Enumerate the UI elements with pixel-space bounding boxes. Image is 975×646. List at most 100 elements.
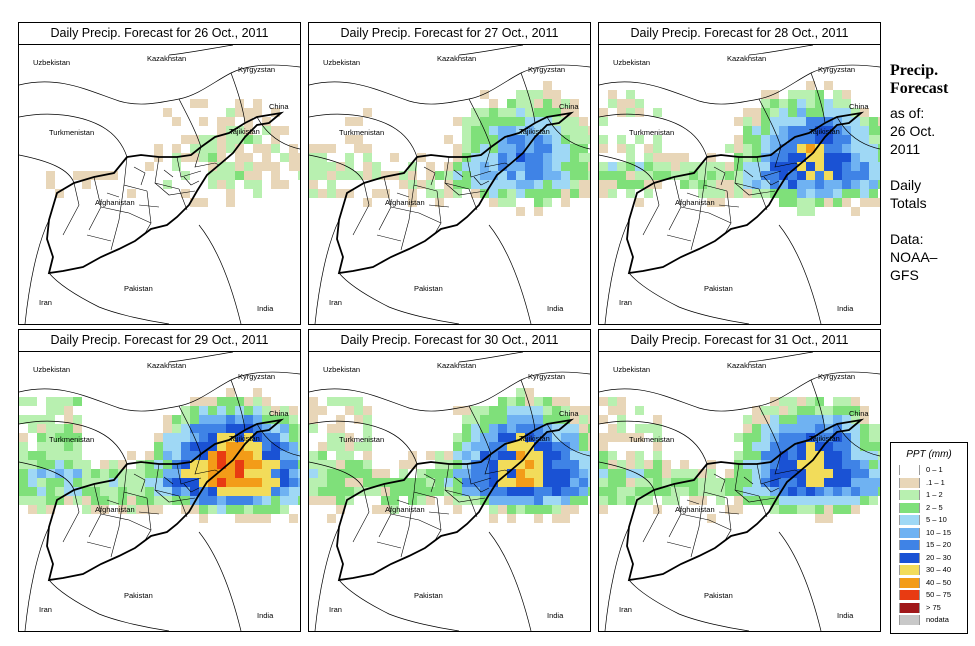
precip-cell [471, 135, 480, 144]
country-border [168, 45, 234, 56]
precip-cell [327, 442, 336, 451]
precip-cell [743, 478, 752, 487]
precip-cell [743, 108, 752, 117]
province-boundary [423, 473, 436, 493]
precip-cell [226, 117, 235, 126]
precip-cell [181, 469, 190, 478]
forecast-map: KazakhstanUzbekistanKyrgyzstanChinaTurkm… [19, 352, 300, 631]
precip-cell [435, 451, 444, 460]
place-label-afghanistan: Afghanistan [95, 505, 135, 514]
afghanistan-border [46, 111, 285, 275]
precip-cell [417, 478, 426, 487]
precip-cell [617, 144, 626, 153]
precip-cell [770, 162, 779, 171]
province-boundary [396, 192, 410, 198]
precip-cell [570, 162, 579, 171]
country-border [309, 64, 590, 105]
precip-cell [399, 487, 408, 496]
precip-cell [507, 451, 516, 460]
precip-cell [743, 415, 752, 424]
province-boundary [666, 541, 692, 549]
precip-cell [806, 207, 815, 216]
legend-label: 1 – 2 [926, 490, 943, 499]
precip-cell [298, 442, 300, 451]
precip-cell [289, 162, 298, 171]
precip-cell [534, 487, 543, 496]
precip-cell [327, 397, 336, 406]
precip-cell [608, 189, 617, 198]
precip-cell [172, 469, 181, 478]
precip-cell [599, 144, 608, 153]
precip-cell [797, 144, 806, 153]
precip-cell [797, 153, 806, 162]
precip-cell [561, 415, 570, 424]
precip-cell [797, 451, 806, 460]
precip-cell [707, 180, 716, 189]
precip-cell [626, 162, 635, 171]
precip-cell [408, 198, 417, 207]
precip-cell [46, 397, 55, 406]
precip-cell [788, 415, 797, 424]
precip-cell [19, 478, 28, 487]
precip-cell [671, 153, 680, 162]
precip-cell [426, 180, 435, 189]
province-boundary [133, 166, 146, 186]
precip-cell [860, 162, 869, 171]
precip-cell [253, 442, 262, 451]
place-label-india: India [257, 611, 274, 620]
precip-cell [761, 469, 770, 478]
province-boundary [743, 476, 754, 485]
precip-cell [480, 153, 489, 162]
precip-cell [82, 469, 91, 478]
precip-cell [507, 406, 516, 415]
legend-label: 5 – 10 [926, 515, 947, 524]
precip-cell [318, 162, 327, 171]
precip-cell [82, 478, 91, 487]
precip-cell [253, 478, 262, 487]
precip-cell [289, 460, 298, 469]
precip-cell [579, 126, 588, 135]
precip-cell [588, 415, 590, 424]
country-border [628, 579, 750, 631]
precip-cell [608, 460, 617, 469]
precip-cell [851, 460, 860, 469]
precip-cell [860, 108, 869, 117]
precip-cell [507, 108, 516, 117]
precip-cell [561, 99, 570, 108]
precip-cell [444, 189, 453, 198]
province-boundary [774, 453, 796, 475]
country-border [24, 526, 50, 631]
precip-cell [806, 442, 815, 451]
precip-cell [471, 469, 480, 478]
place-label-turkmenistan: Turkmenistan [49, 128, 94, 137]
precip-cell [507, 514, 516, 523]
precip-cell [543, 406, 552, 415]
precip-cell [82, 180, 91, 189]
precip-cell [716, 171, 725, 180]
precip-cell [498, 496, 507, 505]
precip-cell [788, 433, 797, 442]
precip-cell [298, 153, 300, 162]
precip-cell [878, 469, 880, 478]
province-boundary [468, 188, 478, 211]
legend-swatch [899, 615, 920, 625]
precip-cell [154, 144, 163, 153]
precip-cell [217, 397, 226, 406]
precip-cell [199, 433, 208, 442]
precip-cell [797, 126, 806, 135]
place-label-kyrgyzstan: Kyrgyzstan [238, 65, 275, 74]
precip-cell [46, 505, 55, 514]
precip-cell [824, 415, 833, 424]
precip-cell [570, 505, 579, 514]
precip-cell [833, 406, 842, 415]
precip-cell [860, 144, 869, 153]
precip-cell [417, 153, 426, 162]
province-boundary [138, 204, 160, 208]
province-boundary [763, 176, 780, 186]
precip-cell [653, 135, 662, 144]
province-boundary [453, 169, 464, 178]
precip-cell [561, 496, 570, 505]
place-label-uzbekistan: Uzbekistan [323, 58, 360, 67]
precip-cell [73, 496, 82, 505]
precip-cell [662, 487, 671, 496]
